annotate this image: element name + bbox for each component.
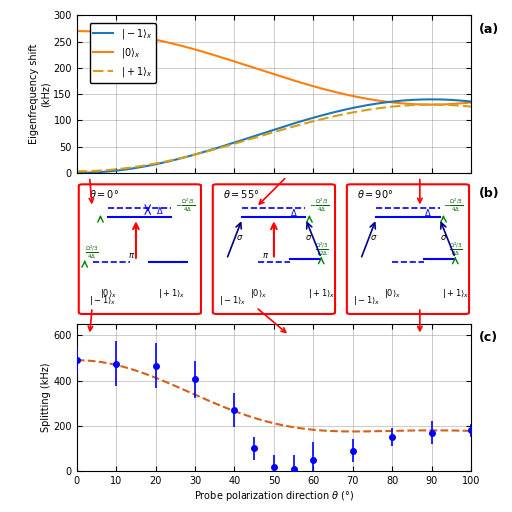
Text: (c): (c): [479, 331, 498, 345]
Text: $\sigma$: $\sigma$: [439, 232, 447, 242]
Text: $\Delta$: $\Delta$: [424, 207, 432, 218]
Text: (b): (b): [479, 187, 500, 200]
FancyBboxPatch shape: [213, 184, 335, 314]
Text: $\sigma$: $\sigma$: [236, 232, 244, 242]
Text: $-\frac{\Omega^2/3}{4\Delta}$: $-\frac{\Omega^2/3}{4\Delta}$: [309, 197, 329, 215]
Text: $\theta = 90°$: $\theta = 90°$: [357, 188, 393, 200]
Text: $\Delta$: $\Delta$: [156, 205, 163, 217]
Text: $\pi$: $\pi$: [262, 251, 269, 260]
Text: $|+1\rangle_x$: $|+1\rangle_x$: [442, 287, 469, 300]
Text: $\sigma$: $\sigma$: [370, 232, 378, 242]
X-axis label: Probe polarization direction $\theta$ (°): Probe polarization direction $\theta$ (°…: [194, 488, 354, 503]
Text: $|+1\rangle_x$: $|+1\rangle_x$: [158, 287, 185, 300]
Text: $\frac{\Omega^2/3}{8\Delta}$: $\frac{\Omega^2/3}{8\Delta}$: [449, 240, 463, 258]
Text: $\pi$: $\pi$: [129, 251, 136, 260]
Y-axis label: Eigenfrequency shift
(kHz): Eigenfrequency shift (kHz): [29, 44, 51, 144]
Text: $\sigma$: $\sigma$: [306, 232, 313, 242]
Text: $-\frac{\Omega^2/3}{4\Delta}$: $-\frac{\Omega^2/3}{4\Delta}$: [443, 197, 463, 215]
Text: $|-1\rangle_x$: $|-1\rangle_x$: [89, 294, 116, 307]
Text: $\theta = 55°$: $\theta = 55°$: [223, 188, 259, 200]
Text: $\frac{\Omega^2/3}{4\Delta}$: $\frac{\Omega^2/3}{4\Delta}$: [84, 243, 99, 261]
FancyBboxPatch shape: [79, 184, 201, 314]
Text: $|0\rangle_x$: $|0\rangle_x$: [100, 287, 117, 300]
Text: $|0\rangle_x$: $|0\rangle_x$: [250, 287, 267, 300]
Text: $\theta = 0°$: $\theta = 0°$: [89, 188, 119, 200]
Text: $|+1\rangle_x$: $|+1\rangle_x$: [308, 287, 335, 300]
Y-axis label: Splitting (kHz): Splitting (kHz): [40, 363, 51, 432]
Text: $|-1\rangle_x$: $|-1\rangle_x$: [353, 294, 380, 307]
Text: $\frac{\Omega^2/3}{12\Delta}$: $\frac{\Omega^2/3}{12\Delta}$: [315, 240, 329, 258]
Text: $\Delta$: $\Delta$: [290, 207, 297, 218]
FancyBboxPatch shape: [347, 184, 469, 314]
Text: $|0\rangle_x$: $|0\rangle_x$: [383, 287, 401, 300]
Text: $-\frac{\Omega^2/3}{4\Delta}$: $-\frac{\Omega^2/3}{4\Delta}$: [175, 197, 195, 215]
Text: $|-1\rangle_x$: $|-1\rangle_x$: [219, 294, 246, 307]
Legend: $|-1\rangle_x$, $|0\rangle_x$, $|+1\rangle_x$: $|-1\rangle_x$, $|0\rangle_x$, $|+1\rang…: [90, 24, 156, 83]
Text: (a): (a): [479, 23, 499, 36]
